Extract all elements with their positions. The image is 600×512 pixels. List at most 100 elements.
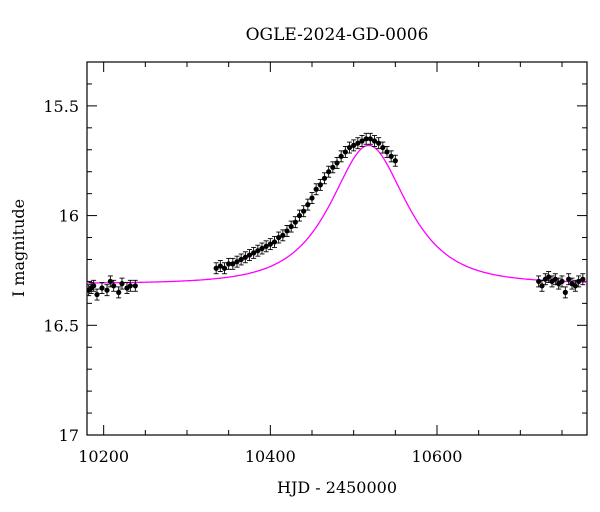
data-point bbox=[371, 135, 378, 147]
data-point bbox=[346, 141, 353, 154]
data-point bbox=[217, 260, 223, 272]
point-marker bbox=[271, 239, 278, 245]
data-point bbox=[326, 165, 332, 178]
y-tick-label: 16 bbox=[59, 207, 79, 226]
point-marker bbox=[376, 140, 382, 146]
point-marker bbox=[107, 278, 113, 285]
point-marker bbox=[562, 289, 568, 295]
point-marker bbox=[351, 142, 357, 148]
point-marker bbox=[267, 241, 273, 247]
point-marker bbox=[334, 160, 340, 166]
point-marker bbox=[226, 261, 232, 267]
data-point bbox=[127, 279, 133, 292]
chart-title: OGLE-2024-GD-0006 bbox=[246, 25, 429, 45]
x-tick-label: 10200 bbox=[78, 447, 129, 466]
point-marker bbox=[288, 223, 294, 230]
data-point bbox=[355, 137, 361, 150]
data-point bbox=[351, 139, 357, 152]
point-marker bbox=[230, 261, 236, 267]
data-point bbox=[271, 235, 278, 248]
point-marker bbox=[326, 169, 332, 175]
data-point bbox=[259, 242, 265, 255]
data-point bbox=[284, 225, 290, 237]
data-point bbox=[384, 146, 390, 158]
data-point bbox=[267, 238, 273, 251]
data-point bbox=[569, 277, 575, 290]
point-marker bbox=[276, 234, 282, 241]
point-marker bbox=[346, 144, 353, 151]
tick-labels: 10200 10400 10600 15.5 16 16.5 17 bbox=[43, 97, 462, 466]
point-marker bbox=[536, 278, 542, 285]
data-point bbox=[292, 216, 298, 229]
point-marker bbox=[284, 228, 290, 234]
point-marker bbox=[259, 245, 265, 252]
data-point bbox=[559, 275, 565, 288]
data-point bbox=[242, 251, 248, 264]
point-marker bbox=[91, 283, 97, 289]
data-point bbox=[288, 220, 294, 233]
point-marker bbox=[572, 283, 578, 289]
data-point bbox=[132, 279, 138, 292]
data-point bbox=[380, 141, 386, 154]
data-point bbox=[388, 150, 394, 163]
point-marker bbox=[546, 274, 552, 280]
point-marker bbox=[309, 195, 315, 201]
point-marker bbox=[566, 276, 572, 282]
point-marker bbox=[321, 175, 328, 181]
data-point bbox=[572, 279, 578, 292]
point-marker bbox=[242, 254, 248, 260]
x-axis-label: HJD - 2450000 bbox=[277, 478, 397, 497]
plot-frame bbox=[86, 61, 588, 436]
data-point bbox=[255, 244, 261, 257]
x-tick-label: 10400 bbox=[245, 447, 296, 466]
data-point bbox=[221, 262, 228, 275]
data-point bbox=[234, 255, 240, 268]
x-tick-label: 10600 bbox=[412, 447, 463, 466]
point-marker bbox=[132, 283, 138, 289]
y-tick-label: 17 bbox=[59, 426, 79, 445]
data-point bbox=[94, 288, 100, 301]
point-marker bbox=[380, 144, 386, 151]
data-point bbox=[230, 257, 236, 270]
point-marker bbox=[99, 285, 105, 291]
data-point bbox=[116, 286, 122, 299]
data-point bbox=[321, 172, 328, 185]
data-point bbox=[580, 273, 586, 286]
data-point bbox=[99, 282, 105, 294]
point-marker bbox=[338, 153, 344, 159]
point-marker bbox=[111, 283, 117, 289]
point-marker bbox=[392, 158, 398, 164]
data-point bbox=[301, 205, 307, 218]
point-marker bbox=[263, 243, 269, 249]
point-marker bbox=[217, 263, 223, 269]
point-marker bbox=[251, 250, 257, 256]
point-marker bbox=[367, 136, 373, 142]
data-point bbox=[305, 198, 311, 211]
data-point bbox=[309, 192, 315, 204]
point-marker bbox=[384, 149, 390, 155]
point-marker bbox=[234, 259, 240, 265]
model-curve bbox=[87, 144, 587, 284]
data-point bbox=[263, 240, 269, 253]
data-point bbox=[317, 178, 323, 191]
point-marker bbox=[104, 287, 110, 293]
data-point bbox=[111, 279, 117, 292]
data-point bbox=[119, 277, 125, 290]
data-point bbox=[562, 286, 568, 299]
point-marker bbox=[246, 252, 253, 258]
data-point bbox=[296, 209, 303, 222]
point-marker bbox=[221, 265, 228, 271]
point-marker bbox=[330, 164, 336, 170]
point-marker bbox=[313, 186, 319, 192]
point-marker bbox=[342, 149, 348, 155]
data-point bbox=[91, 279, 97, 292]
point-marker bbox=[119, 281, 125, 287]
data-point bbox=[313, 183, 319, 196]
point-marker bbox=[363, 136, 369, 142]
data-point bbox=[330, 161, 336, 174]
point-marker bbox=[539, 283, 545, 289]
model-layer bbox=[87, 144, 587, 284]
point-marker bbox=[305, 202, 311, 208]
data-point bbox=[363, 132, 369, 145]
